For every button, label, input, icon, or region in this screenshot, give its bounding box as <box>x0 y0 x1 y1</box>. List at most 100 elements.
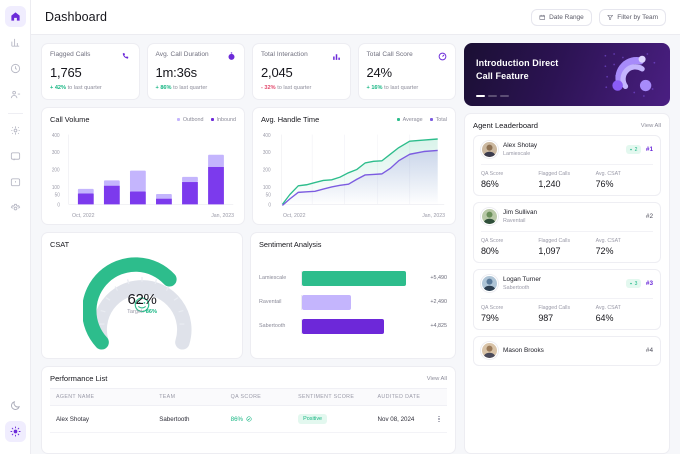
legend-swatch <box>210 117 214 122</box>
svg-text:0: 0 <box>57 202 60 208</box>
agent-name: Logan Turner <box>503 276 542 284</box>
stat-avg-csat: Avg. CSAT 72% <box>595 238 621 256</box>
legend-item-total: Total <box>429 117 447 123</box>
stat-avg-csat: Avg. CSAT 76% <box>595 171 621 189</box>
sidebar-item-history[interactable] <box>5 58 26 79</box>
kpi-delta: - 32% to last quarter <box>261 85 312 91</box>
svg-text:400: 400 <box>263 133 271 139</box>
promo-banner[interactable]: Introduction Direct Call Feature <box>464 43 670 106</box>
kpi-value: 2,045 <box>261 65 293 80</box>
date-range-button[interactable]: Date Range <box>530 8 592 26</box>
kpi-value: 1,765 <box>50 65 82 80</box>
filter-label: Filter by Team <box>617 13 658 21</box>
sentiment-category: Sabertooth <box>259 323 286 329</box>
charts-row: Call Volume Outbond Inbound <box>41 107 456 225</box>
promo-dot[interactable] <box>476 95 485 97</box>
list-item[interactable]: Mason Brooks #4 <box>473 336 661 366</box>
calendar-icon <box>539 14 545 20</box>
avatar <box>481 208 498 225</box>
column-audited-date: AUDITED DATE <box>371 388 432 406</box>
svg-text:100: 100 <box>52 185 60 191</box>
kpi-label: Total Call Score <box>366 51 413 58</box>
csat-card: CSAT <box>41 232 243 359</box>
cell-audited-date: Nov 08, 2024 <box>371 405 432 433</box>
sentiment-track <box>301 270 415 286</box>
cell-team: Sabertooth <box>153 405 225 433</box>
promo-dot[interactable] <box>500 95 509 97</box>
content: Flagged Calls 1,765 + 42% to last quarte… <box>31 35 680 454</box>
stopwatch-icon <box>226 51 236 61</box>
column-actions <box>431 388 447 406</box>
stat-flagged-calls: Flagged Calls 1,097 <box>538 238 571 256</box>
stat-flagged-calls: Flagged Calls 1,240 <box>538 171 571 189</box>
table-row[interactable]: Alex Shotay Sabertooth 86% Positive Nov <box>50 405 447 433</box>
sidebar-item-home[interactable] <box>4 6 26 27</box>
kpi-card-total-interaction: Total Interaction 2,045 - 32% to last qu… <box>252 43 351 100</box>
kpi-row: Flagged Calls 1,765 + 42% to last quarte… <box>41 43 456 100</box>
call-volume-chart-card: Call Volume Outbond Inbound <box>41 107 245 225</box>
svg-text:0: 0 <box>268 202 271 208</box>
list-item[interactable]: Alex Shotay Lamiescale 2 #1 <box>473 135 661 196</box>
sidebar-item-messages[interactable] <box>5 146 26 167</box>
sentiment-bar <box>302 318 385 334</box>
legend-swatch <box>429 117 434 122</box>
list-item[interactable]: Jim Sullivan Raventail #2 QA Score <box>473 202 661 263</box>
arrow-up-icon <box>629 148 633 150</box>
promo-illustration <box>604 53 656 97</box>
page-title: Dashboard <box>45 10 108 24</box>
left-column: Flagged Calls 1,765 + 42% to last quarte… <box>41 43 456 454</box>
svg-text:50: 50 <box>55 192 60 198</box>
agent-name: Jim Sullivan <box>503 209 538 217</box>
performance-view-all-link[interactable]: View All <box>426 375 447 382</box>
rank-number: #4 <box>645 347 653 354</box>
main-area: Dashboard Date Range Filter by Team <box>31 0 680 454</box>
rank-change-badge: 2 <box>625 145 641 154</box>
sidebar-item-analytics[interactable] <box>5 32 26 53</box>
legend-swatch <box>396 117 401 122</box>
more-options-icon[interactable] <box>437 415 441 423</box>
avatar <box>481 342 498 359</box>
check-circle-icon <box>246 416 252 422</box>
csat-gauge: 62% Target: 86% <box>50 249 234 351</box>
kpi-card-flagged-calls: Flagged Calls 1,765 + 42% to last quarte… <box>41 43 140 100</box>
csat-center: 62% Target: 86% <box>127 291 157 315</box>
sidebar-item-settings[interactable] <box>5 198 26 219</box>
sidebar-theme-toggle-group <box>4 395 26 454</box>
legend-item-outbound: Outbond <box>176 117 204 123</box>
sentiment-track <box>301 318 415 334</box>
sidebar-item-help[interactable] <box>5 172 26 193</box>
promo-pagination[interactable] <box>476 95 509 97</box>
table-header-row: AGENT NAME TEAM QA SCORE SENTIMENT SCORE… <box>50 388 447 406</box>
agent-team: Raventail <box>503 217 526 224</box>
sidebar-item-ai-assist[interactable] <box>5 120 26 141</box>
svg-text:400: 400 <box>52 133 60 139</box>
rank-number: #3 <box>645 280 653 287</box>
sidebar-divider <box>7 113 23 114</box>
sentiment-value: +5,490 <box>430 275 447 281</box>
list-item[interactable]: Logan Turner Sabertooth 3 #3 <box>473 269 661 330</box>
column-agent-name: AGENT NAME <box>50 388 154 406</box>
rank-change-badge: 3 <box>625 279 641 288</box>
rank-number: #2 <box>645 213 653 220</box>
svg-text:100: 100 <box>263 185 271 191</box>
date-range-label: Date Range <box>549 13 584 21</box>
csat-title: CSAT <box>50 240 70 249</box>
dark-mode-icon[interactable] <box>5 395 26 416</box>
leaderboard-view-all-link[interactable]: View All <box>640 122 661 129</box>
light-mode-icon[interactable] <box>4 421 26 442</box>
mid-row: CSAT <box>41 232 456 359</box>
sentiment-bar <box>302 294 351 310</box>
sentiment-bar <box>302 270 406 286</box>
kpi-value: 24% <box>366 65 393 80</box>
kpi-delta: + 86% to last quarter <box>155 85 208 91</box>
cell-row-actions[interactable] <box>431 405 447 433</box>
phone-icon <box>121 51 131 61</box>
sidebar-item-agents[interactable] <box>5 84 26 105</box>
stat-flagged-calls: Flagged Calls 987 <box>538 305 571 323</box>
performance-list-title: Performance List <box>50 374 108 383</box>
rank-number: #1 <box>645 146 653 153</box>
chart-legend: Outbond Inbound <box>176 117 236 123</box>
promo-dot[interactable] <box>488 95 497 97</box>
filter-by-team-button[interactable]: Filter by Team <box>598 8 666 26</box>
